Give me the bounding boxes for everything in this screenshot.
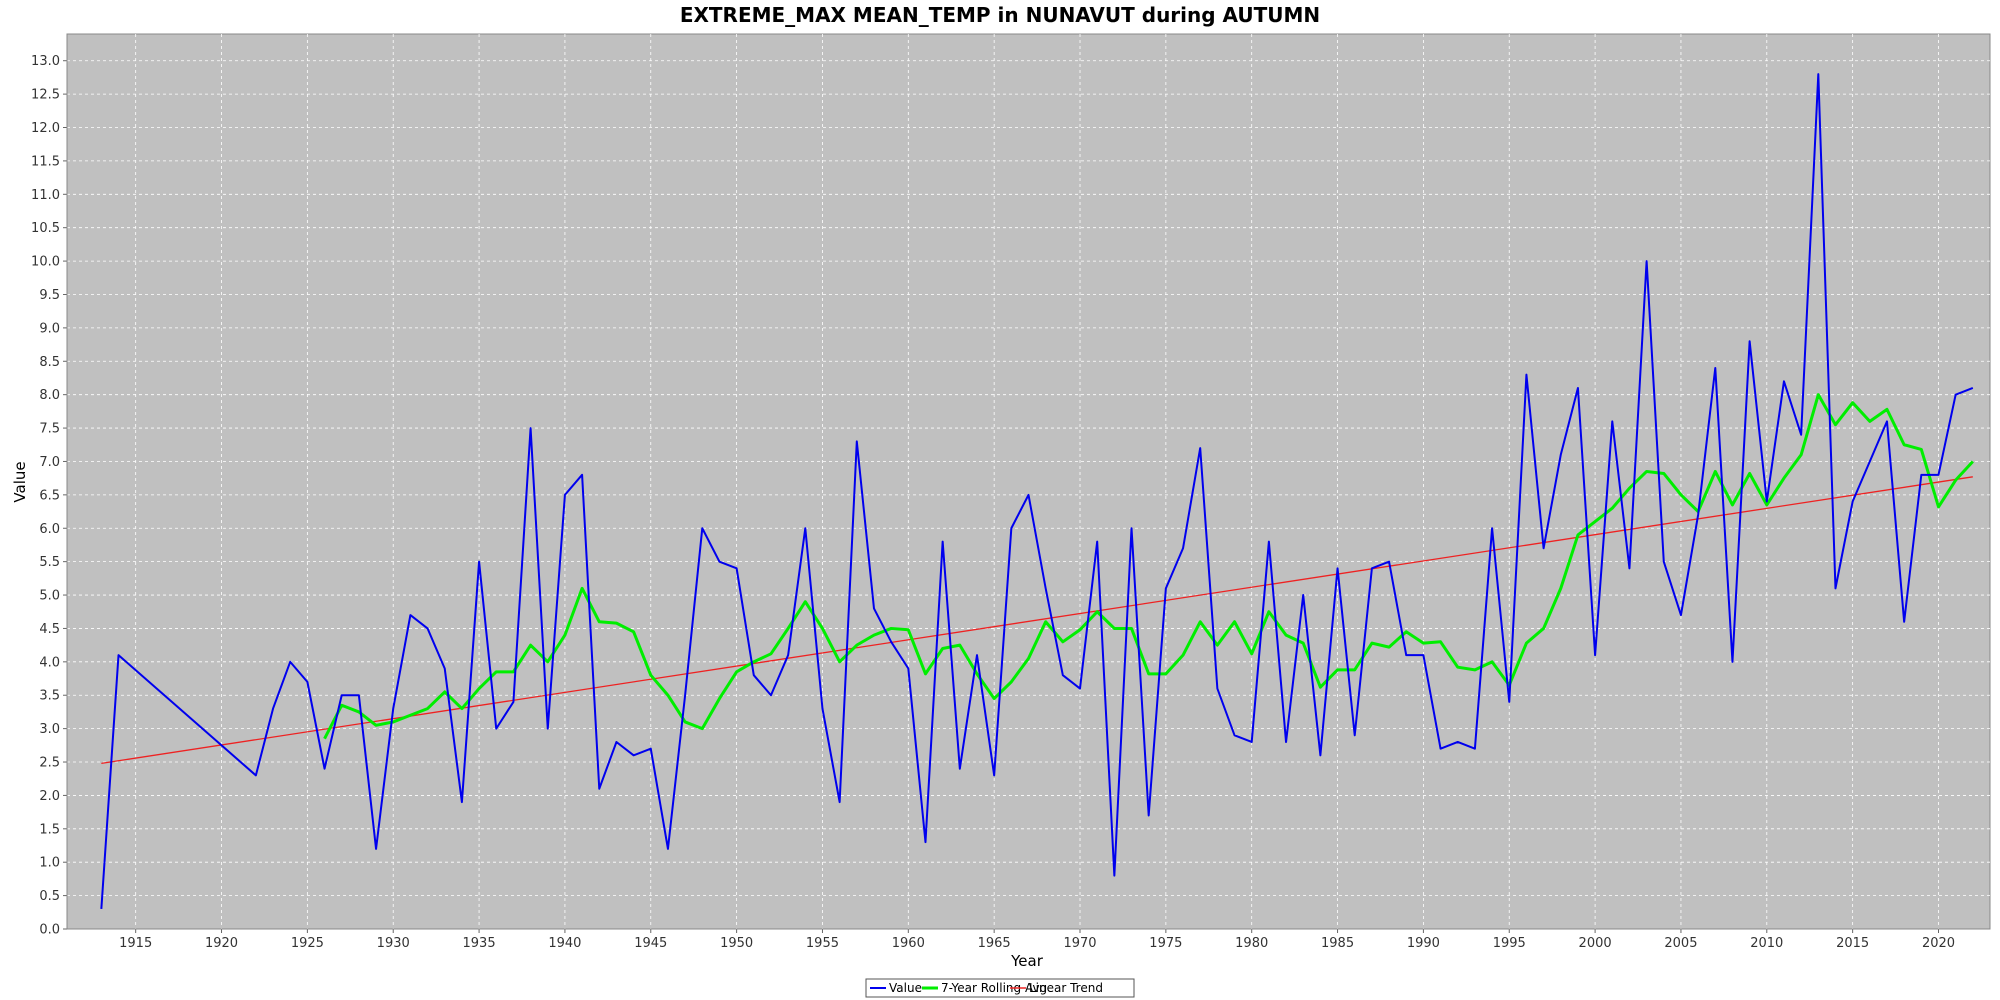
y-tick-label: 4.0 [39,655,60,670]
legend-box [865,978,1135,998]
y-tick-label: 7.0 [39,455,60,470]
x-tick-label: 1935 [463,936,496,951]
y-tick-label: 8.5 [39,355,60,370]
x-tick-label: 2015 [1836,936,1869,951]
x-tick-label: 1925 [291,936,324,951]
x-tick-label: 1980 [1235,936,1268,951]
chart-title: EXTREME_MAX MEAN_TEMP in NUNAVUT during … [680,3,1320,27]
y-tick-label: 11.0 [31,188,60,203]
series-layer [100,73,1974,910]
legend-label-trend: Linear Trend [1029,981,1103,995]
x-tick-label: 1955 [806,936,839,951]
y-tick-label: 7.5 [39,422,60,437]
series-line-value [100,73,1974,910]
x-tick-label: 1965 [978,936,1011,951]
x-tick-label: 1970 [1063,936,1096,951]
y-tick-label: 3.0 [39,722,60,737]
x-tick-label: 1920 [205,936,238,951]
y-tick-label: 9.5 [39,288,60,303]
y-tick-label: 2.0 [39,789,60,804]
y-tick-label: 0.5 [39,889,60,904]
x-tick-label: 1940 [548,936,581,951]
y-tick-label: 6.5 [39,488,60,503]
y-tick-label: 8.0 [39,388,60,403]
x-tick-label: 2000 [1579,936,1612,951]
legend-label-value: Value [889,981,922,995]
x-tick-label: 2005 [1664,936,1697,951]
y-tick-label: 6.0 [39,522,60,537]
y-tick-label: 5.5 [39,555,60,570]
x-tick-label: 1960 [892,936,925,951]
x-tick-label: 1945 [634,936,667,951]
y-tick-label: 12.5 [31,88,60,103]
y-tick-label: 0.0 [39,923,60,938]
x-tick-label: 1915 [119,936,152,951]
axes: 0.0 0.5 1.0 1.5 2.0 2.5 3.0 3.5 4.0 4.5 5.0 5.5 6.0 6… [31,34,1990,951]
y-tick-label: 2.5 [39,756,60,771]
y-tick-label: 1.5 [39,822,60,837]
x-tick-label: 2020 [1922,936,1955,951]
x-tick-label: 1990 [1407,936,1440,951]
y-tick-label: 4.5 [39,622,60,637]
legend: Value 7-Year Rolling Avg Linear Trend [865,978,1135,998]
y-tick-label: 11.5 [31,154,60,169]
x-tick-label: 2010 [1750,936,1783,951]
x-tick-label: 1985 [1321,936,1354,951]
y-tick-label: 5.0 [39,589,60,604]
x-tick-label: 1930 [377,936,410,951]
y-tick-label: 12.0 [31,121,60,136]
y-tick-label: 10.5 [31,221,60,236]
y-tick-label: 10.0 [31,255,60,270]
y-tick-label: 1.0 [39,856,60,871]
y-axis-label: Value [11,461,29,502]
x-tick-label: 1975 [1149,936,1182,951]
y-tick-label: 13.0 [31,54,60,69]
x-tick-label: 1950 [720,936,753,951]
y-tick-label: 9.0 [39,321,60,336]
x-tick-label: 1995 [1493,936,1526,951]
x-axis-label: Year [1010,952,1044,970]
legend-label-rolling: 7-Year Rolling Avg [941,981,1047,995]
y-tick-label: 3.5 [39,689,60,704]
